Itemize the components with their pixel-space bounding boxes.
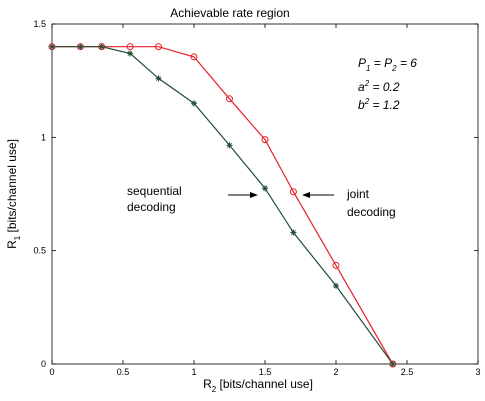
- x-tick-label: 2: [333, 367, 338, 377]
- sequential-decoding-label-line2: decoding: [127, 200, 176, 214]
- y-axis-ticks: 0 0.5 1 1.5: [33, 19, 478, 369]
- plot-area: 0 0.5 1 1.5 2 2.5 3 0 0.5 1 1.5: [33, 19, 480, 377]
- param-power: P1 = P2 = 6: [358, 56, 417, 73]
- y-tick-label: 0: [41, 359, 46, 369]
- data-point-circle: [332, 261, 340, 269]
- series-line: [52, 46, 394, 365]
- data-point-star: [155, 75, 162, 82]
- data-point-star: [49, 43, 55, 50]
- data-point-circle: [261, 136, 269, 144]
- data-point-star: [389, 361, 396, 367]
- data-point-circle: [155, 43, 162, 51]
- plot-frame: [51, 23, 479, 365]
- y-tick-label: 1: [41, 132, 46, 142]
- data-point-circle: [190, 53, 198, 61]
- x-axis-ticks: 0 0.5 1 1.5 2 2.5 3: [49, 24, 481, 377]
- data-point-star: [290, 229, 297, 236]
- x-tick-label: 1.5: [259, 367, 272, 377]
- data-point-circle: [289, 188, 297, 196]
- param-b: b2 = 1.2: [358, 97, 400, 112]
- data-point-star: [77, 43, 84, 50]
- series-lines: [52, 46, 394, 365]
- x-tick-label: 0: [49, 367, 54, 377]
- data-point-star: [226, 142, 233, 149]
- x-tick-label: 1: [191, 367, 196, 377]
- data-point-circle: [226, 95, 233, 103]
- x-tick-label: 3: [475, 367, 480, 377]
- series-line: [52, 46, 394, 365]
- joint-arrow: [302, 192, 334, 198]
- y-tick-label: 1.5: [33, 19, 46, 29]
- sequential-arrow: [228, 192, 258, 198]
- x-tick-label: 2.5: [401, 367, 414, 377]
- data-point-star: [98, 43, 105, 50]
- chart-title: Achievable rate region: [170, 6, 289, 20]
- joint-decoding-label-line1: joint: [346, 187, 370, 201]
- joint-decoding-label-line2: decoding: [347, 205, 396, 219]
- y-axis-label: R1 [bits/channel use]: [5, 139, 22, 249]
- param-a: a2 = 0.2: [358, 79, 400, 94]
- data-point-star: [262, 185, 268, 192]
- x-tick-label: 0.5: [117, 367, 130, 377]
- data-point-star: [191, 100, 197, 107]
- series-markers: [48, 43, 397, 368]
- x-axis-label: R2 [bits/channel use]: [203, 377, 313, 394]
- y-tick-label: 0.5: [33, 246, 46, 256]
- data-point-star: [127, 50, 134, 57]
- sequential-decoding-label-line1: sequential: [127, 184, 182, 198]
- data-point-star: [333, 282, 339, 289]
- data-point-circle: [126, 43, 134, 51]
